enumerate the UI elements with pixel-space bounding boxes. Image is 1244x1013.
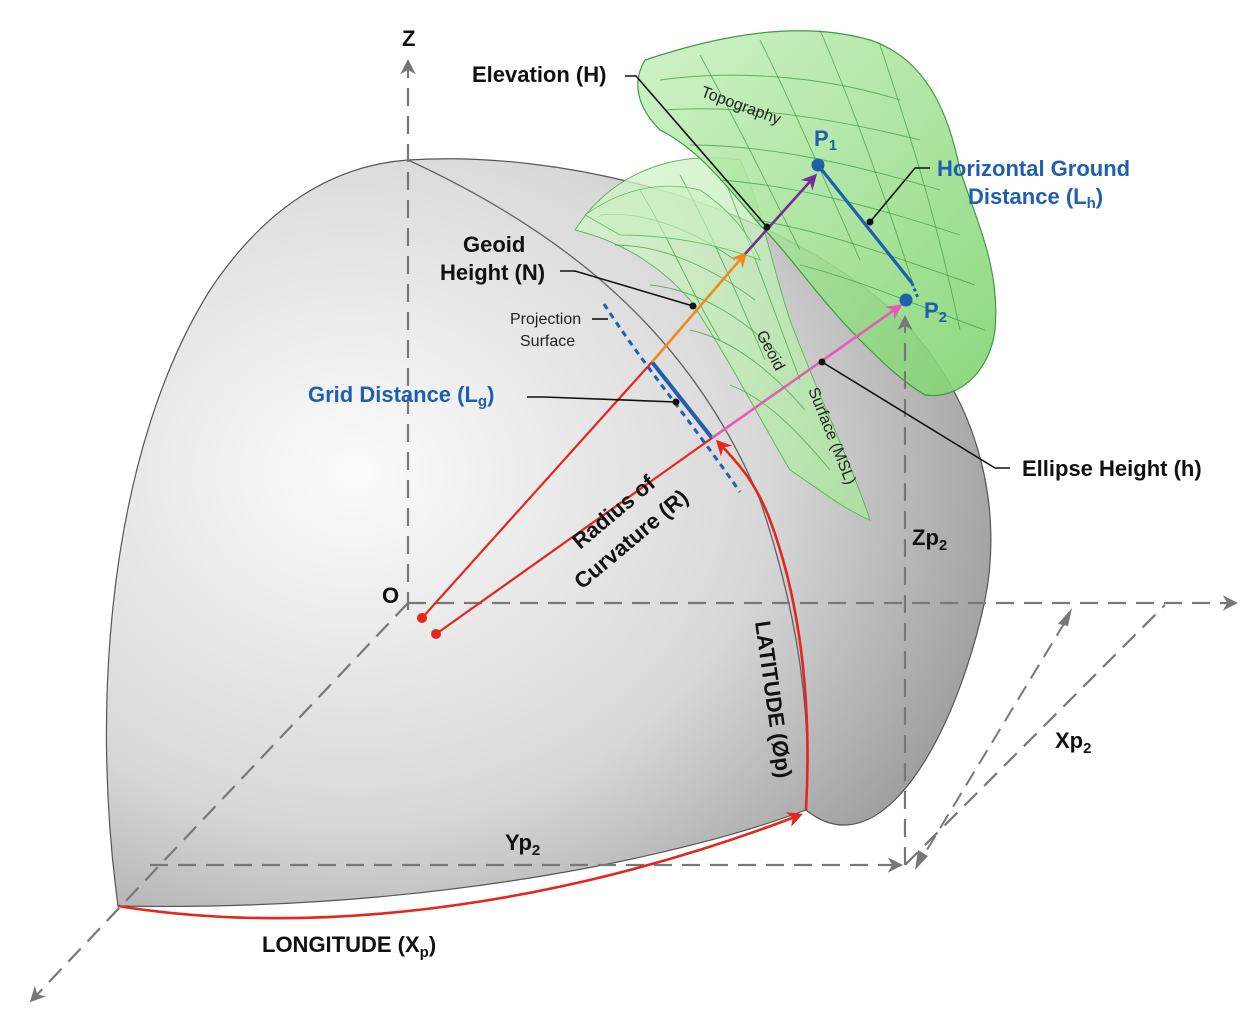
leader-dot-grid (672, 398, 680, 406)
projection-label-line1: Projection (510, 311, 581, 328)
zp2-label: Zp2 (912, 525, 947, 554)
elevation-label: Elevation (H) (472, 62, 606, 87)
longitude-label: LONGITUDE (Xp) (262, 932, 436, 961)
hgd-label-line1: Horizontal Ground (937, 156, 1130, 181)
leader-ellipse (821, 361, 1010, 469)
radius-line-2 (435, 437, 713, 635)
point-p2 (899, 293, 913, 307)
leader-grid (527, 396, 677, 403)
xp2-arrowhead-bottom (915, 850, 928, 870)
leader-dot-ellipse (818, 358, 826, 366)
projection-label-line2: Surface (520, 333, 575, 350)
geoid-height-arrow (651, 251, 748, 363)
leader-elevation (625, 75, 768, 228)
horizontal-ground-distance-dots (910, 282, 920, 299)
leader-dot-elevation (763, 223, 771, 231)
origin-dot-2 (431, 629, 441, 639)
x-axis (29, 602, 409, 1003)
radius-line-1 (421, 361, 653, 619)
geoid-height-label-line1: Geoid (463, 232, 525, 257)
yp2-label: Yp2 (505, 830, 540, 859)
z-axis-label: Z (402, 26, 415, 51)
leader-hgd (869, 167, 930, 223)
xp2-dimension-line (921, 621, 1066, 859)
elevation-arrow (744, 173, 818, 255)
latitude-arc (715, 439, 809, 811)
horizontal-ground-distance-line (816, 164, 914, 284)
ellipse-height-arrow (711, 304, 903, 440)
xp2-label: Xp2 (1055, 728, 1091, 757)
point-p1 (811, 158, 825, 172)
longitude-arc (117, 812, 803, 920)
grid-distance-line (650, 360, 714, 440)
xp2-dash-diag (904, 604, 1166, 866)
ellipse-height-label: Ellipse Height (h) (1022, 456, 1202, 481)
leader-dot-hgd (866, 218, 874, 226)
leader-geoid-height (560, 270, 694, 307)
p2-label: P2 (924, 298, 947, 326)
hgd-label-line2: Distance (Lh) (968, 184, 1103, 212)
origin-dot-1 (417, 613, 427, 623)
topography-mesh (659, 29, 986, 331)
origin-label: O (382, 583, 399, 608)
leader-dot-geoid-height (689, 302, 697, 310)
projection-surface-line (602, 303, 742, 493)
meridian-arc (407, 159, 809, 811)
p1-label: P1 (814, 126, 837, 154)
grid-distance-label: Grid Distance (Lg) (308, 382, 494, 410)
xp2-arrowhead-top (1058, 608, 1072, 626)
geoid-height-label-line2: Height (N) (440, 260, 545, 285)
intermediate-surface (584, 185, 761, 261)
